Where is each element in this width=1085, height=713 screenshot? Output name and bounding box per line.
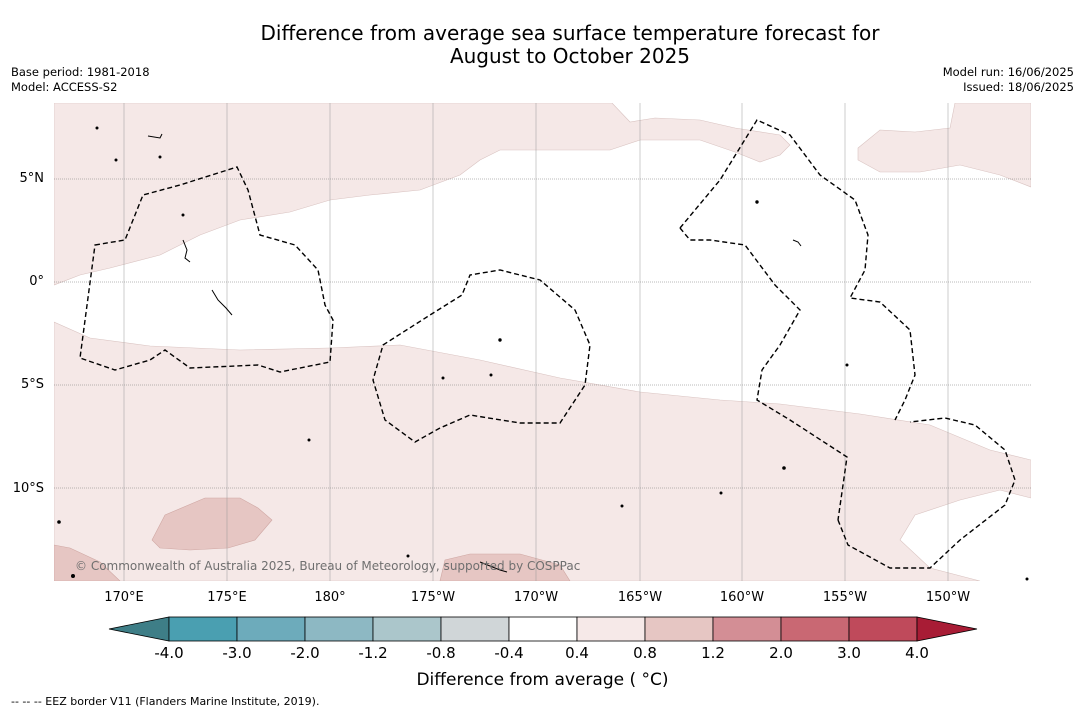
colorbar-tick-label: -0.4 (494, 644, 524, 662)
colorbar-segment (440, 616, 510, 642)
island-dot-3 (158, 155, 162, 159)
island-butaritari (147, 133, 163, 139)
warm-region-northeast (857, 103, 1031, 188)
colorbar-tick-label: -3.0 (222, 644, 252, 662)
island-dot-2 (114, 158, 118, 162)
colorbar-segment (304, 616, 374, 642)
colorbar-tick-label: 2.0 (769, 644, 793, 662)
map-title: Difference from average sea surface temp… (0, 22, 1085, 68)
eez-border-line-islands-west (679, 227, 848, 521)
meta-right: Model run: 16/06/2025 Issued: 18/06/2025 (943, 65, 1074, 95)
island-dot-11 (620, 504, 624, 508)
colorbar-tick-label: -4.0 (154, 644, 184, 662)
eez-border-cook-north (837, 417, 1016, 569)
lon-label-165w: 165°W (617, 590, 663, 605)
colorbar-segment (236, 616, 306, 642)
colorbar-tick-label: -2.0 (290, 644, 320, 662)
colorbar-tick-label: -1.2 (358, 644, 388, 662)
colorbar-tick-label: -0.8 (426, 644, 456, 662)
colorbar-tick-label: 4.0 (905, 644, 929, 662)
island-dot-10 (719, 491, 723, 495)
island-samoa (479, 561, 508, 573)
lon-label-175e: 175°E (207, 590, 247, 605)
eez-border-kiribati-gilbert (79, 166, 334, 373)
colorbar-segment (644, 616, 714, 642)
warm-patch-southwest (151, 497, 273, 551)
eez-footnote: -- -- -- EEZ border V11 (Flanders Marine… (11, 695, 320, 708)
island-dot-5 (498, 338, 502, 342)
lon-label-175w: 175°W (410, 590, 456, 605)
warm-patch-south-center (439, 553, 571, 581)
island-dot-6 (441, 376, 445, 380)
colorbar-tick-label: 0.4 (565, 644, 589, 662)
colorbar-extend-low (108, 616, 170, 642)
warm-patch-corner (54, 544, 121, 581)
lat-label-0: 0° (29, 274, 44, 289)
title-line-2: August to October 2025 (449, 44, 691, 68)
lon-label-155w: 155°W (822, 590, 868, 605)
island-dot-14 (71, 574, 75, 578)
lat-label-10s: 10°S (12, 481, 44, 496)
lon-label-150w: 150°W (925, 590, 971, 605)
colorbar-segment (576, 616, 646, 642)
base-period-text: Base period: 1981-2018 (11, 65, 150, 79)
colorbar-segment (372, 616, 442, 642)
island-dot-12 (406, 554, 410, 558)
colorbar-extend-high (916, 616, 978, 642)
lon-label-170w: 170°W (513, 590, 559, 605)
island-kiritimati (792, 239, 802, 247)
title-line-1: Difference from average sea surface temp… (260, 21, 880, 45)
island-dot-1 (95, 126, 99, 130)
lon-label-180: 180° (314, 590, 346, 605)
colorbar-label: Difference from average ( °C) (416, 670, 669, 690)
model-run-text: Model run: 16/06/2025 (942, 65, 1074, 79)
colorbar-tick-label: 1.2 (701, 644, 725, 662)
lat-label-5n: 5°N (19, 171, 45, 186)
eez-border-phoenix (372, 269, 591, 443)
island-dot-8 (755, 200, 759, 204)
lat-label-5s: 5°S (20, 377, 44, 392)
lon-label-160w: 160°W (719, 590, 765, 605)
island-dot-7 (489, 373, 493, 377)
model-text: Model: ACCESS-S2 (11, 80, 118, 94)
colorbar-tick-label: 0.8 (633, 644, 657, 662)
lon-label-170e: 170°E (104, 590, 144, 605)
colorbar-segment (712, 616, 782, 642)
colorbar-segment (780, 616, 850, 642)
colorbar-segment (168, 616, 238, 642)
island-dot-16 (307, 438, 311, 442)
island-dot-9 (782, 466, 786, 470)
copyright-text: © Commonwealth of Australia 2025, Bureau… (75, 559, 581, 573)
island-tarawa (182, 239, 191, 263)
eez-border-line-islands (679, 119, 916, 421)
colorbar-tick-label: 3.0 (837, 644, 861, 662)
issued-text: Issued: 18/06/2025 (963, 80, 1074, 94)
colorbar (108, 616, 978, 642)
warm-region-north (54, 103, 791, 286)
island-dot-4 (181, 213, 185, 217)
island-dot-17 (845, 363, 849, 367)
island-dot-13 (57, 520, 61, 524)
island-abaiang (211, 289, 233, 316)
colorbar-segment (848, 616, 918, 642)
colorbar-segment (508, 616, 578, 642)
meta-left: Base period: 1981-2018 Model: ACCESS-S2 (11, 65, 150, 95)
island-dot-15 (1025, 577, 1029, 581)
